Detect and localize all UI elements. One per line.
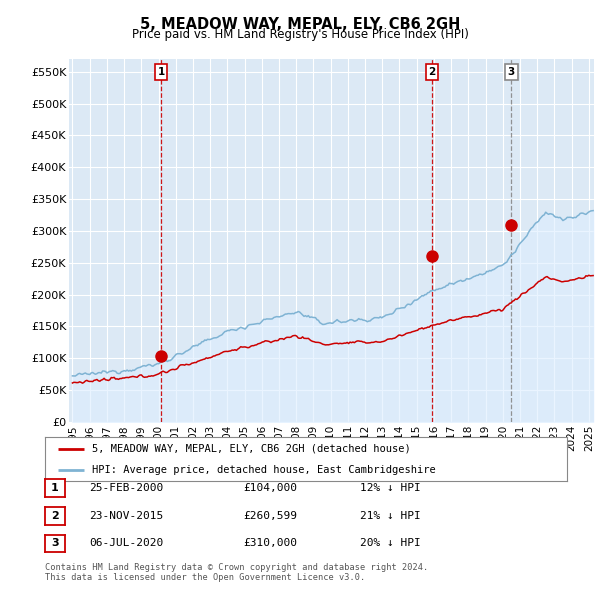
Text: 20% ↓ HPI: 20% ↓ HPI bbox=[360, 539, 421, 548]
Text: 23-NOV-2015: 23-NOV-2015 bbox=[89, 511, 163, 520]
Text: £260,599: £260,599 bbox=[243, 511, 297, 520]
Text: 1: 1 bbox=[157, 67, 165, 77]
Text: 5, MEADOW WAY, MEPAL, ELY, CB6 2GH (detached house): 5, MEADOW WAY, MEPAL, ELY, CB6 2GH (deta… bbox=[92, 444, 411, 454]
Text: 25-FEB-2000: 25-FEB-2000 bbox=[89, 483, 163, 493]
Text: 3: 3 bbox=[508, 67, 515, 77]
Text: 3: 3 bbox=[51, 539, 59, 548]
Text: £104,000: £104,000 bbox=[243, 483, 297, 493]
Text: £310,000: £310,000 bbox=[243, 539, 297, 548]
Text: 2: 2 bbox=[428, 67, 436, 77]
Text: 1: 1 bbox=[51, 483, 59, 493]
Text: 2: 2 bbox=[51, 511, 59, 520]
Text: Contains HM Land Registry data © Crown copyright and database right 2024.
This d: Contains HM Land Registry data © Crown c… bbox=[45, 563, 428, 582]
Text: 12% ↓ HPI: 12% ↓ HPI bbox=[360, 483, 421, 493]
Text: HPI: Average price, detached house, East Cambridgeshire: HPI: Average price, detached house, East… bbox=[92, 465, 436, 475]
Text: 21% ↓ HPI: 21% ↓ HPI bbox=[360, 511, 421, 520]
Text: 5, MEADOW WAY, MEPAL, ELY, CB6 2GH: 5, MEADOW WAY, MEPAL, ELY, CB6 2GH bbox=[140, 17, 460, 31]
Text: 06-JUL-2020: 06-JUL-2020 bbox=[89, 539, 163, 548]
Text: Price paid vs. HM Land Registry's House Price Index (HPI): Price paid vs. HM Land Registry's House … bbox=[131, 28, 469, 41]
